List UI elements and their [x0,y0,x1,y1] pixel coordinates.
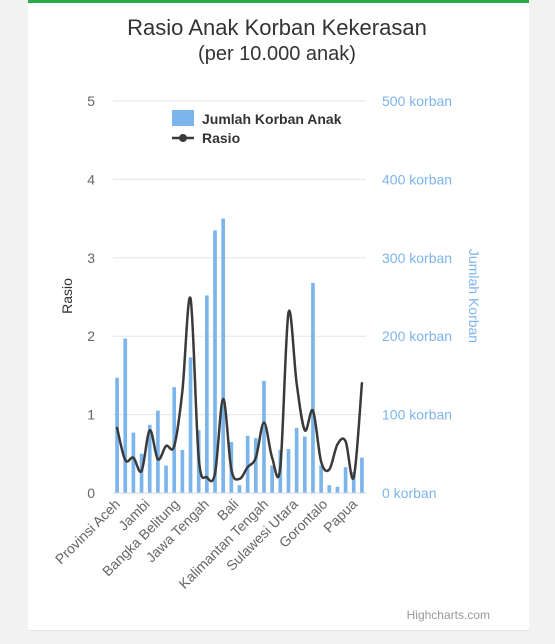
bar[interactable] [172,387,177,493]
left-tick-label: 5 [87,93,95,109]
bar[interactable] [188,357,193,493]
chart-title: Rasio Anak Korban Kekerasan [127,15,427,40]
left-tick-label: 2 [87,328,95,344]
legend-bar-swatch [172,110,194,126]
bar[interactable] [237,485,242,493]
legend-line-marker [179,134,187,142]
right-axis-ticks: 0 korban 100 korban 200 korban 300 korban 40… [382,93,452,501]
right-tick-label: 400 korban [382,171,452,187]
rasio-line [115,296,364,483]
left-tick-label: 1 [87,407,95,423]
legend-item-bars[interactable]: Jumlah Korban Anak [202,111,342,127]
left-axis-ticks: 0 1 2 3 4 5 [87,93,95,501]
right-tick-label: 100 korban [382,407,452,423]
right-axis-title: Jumlah Korban [466,249,482,343]
bar[interactable] [335,486,340,493]
bar[interactable] [319,465,323,493]
bar[interactable] [180,449,185,493]
bar[interactable] [115,377,119,493]
left-tick-label: 4 [87,171,95,187]
left-tick-label: 3 [87,250,95,266]
legend[interactable]: Jumlah Korban Anak Rasio [172,110,342,146]
bar[interactable] [327,485,332,493]
bar[interactable] [286,449,291,493]
bar[interactable] [294,427,299,493]
bar[interactable] [245,435,250,493]
right-tick-label: 200 korban [382,328,452,344]
bar[interactable] [351,471,356,493]
legend-item-line[interactable]: Rasio [202,130,240,146]
bar[interactable] [343,467,348,493]
right-tick-label: 0 korban [382,485,436,501]
bar[interactable] [253,438,258,493]
bar[interactable] [311,282,315,493]
bar-series [115,218,364,494]
bar[interactable] [131,432,136,493]
chart-card [28,0,529,630]
left-tick-label: 0 [87,485,95,501]
bar[interactable] [139,453,144,493]
bar[interactable] [270,465,274,493]
bar[interactable] [221,218,226,493]
bar[interactable] [360,457,364,493]
x-tick-label: Papua [320,496,360,536]
right-tick-label: 300 korban [382,250,452,266]
gridlines [113,100,366,416]
bar[interactable] [302,436,307,493]
right-tick-label: 500 korban [382,93,452,109]
left-axis-title: Rasio [59,278,75,314]
chart-subtitle: (per 10.000 anak) [198,43,356,65]
bar[interactable] [164,465,168,493]
bar[interactable] [123,338,128,493]
bar[interactable] [262,380,266,493]
divider [28,630,529,631]
bar[interactable] [205,295,209,493]
bar[interactable] [147,424,152,493]
bar[interactable] [156,410,160,493]
bar[interactable] [213,230,217,494]
credits-link[interactable]: Highcharts.com [407,608,490,622]
